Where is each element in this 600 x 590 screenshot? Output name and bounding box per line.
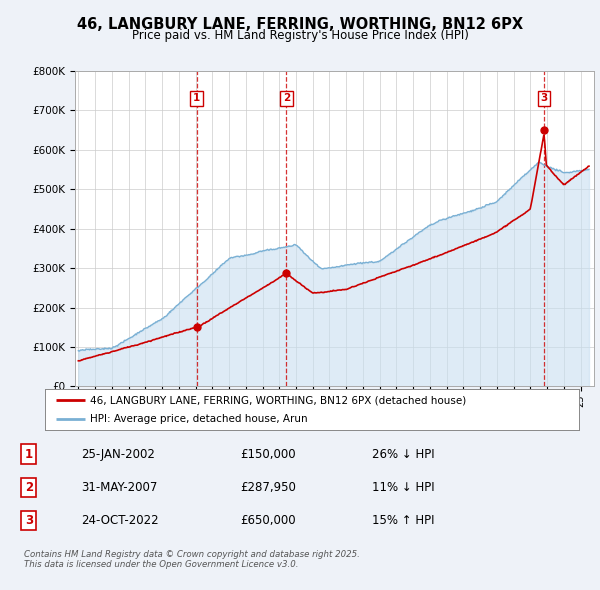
- Text: 1: 1: [193, 93, 200, 103]
- Text: 26% ↓ HPI: 26% ↓ HPI: [372, 448, 434, 461]
- Text: 25-JAN-2002: 25-JAN-2002: [81, 448, 155, 461]
- Text: HPI: Average price, detached house, Arun: HPI: Average price, detached house, Arun: [91, 415, 308, 424]
- Text: 1: 1: [25, 448, 33, 461]
- Text: 3: 3: [541, 93, 548, 103]
- Text: 15% ↑ HPI: 15% ↑ HPI: [372, 514, 434, 527]
- Text: Contains HM Land Registry data © Crown copyright and database right 2025.
This d: Contains HM Land Registry data © Crown c…: [24, 550, 360, 569]
- Text: 24-OCT-2022: 24-OCT-2022: [81, 514, 158, 527]
- Text: 3: 3: [25, 514, 33, 527]
- Text: £150,000: £150,000: [240, 448, 296, 461]
- Text: Price paid vs. HM Land Registry's House Price Index (HPI): Price paid vs. HM Land Registry's House …: [131, 30, 469, 42]
- Text: 2: 2: [283, 93, 290, 103]
- Text: 46, LANGBURY LANE, FERRING, WORTHING, BN12 6PX: 46, LANGBURY LANE, FERRING, WORTHING, BN…: [77, 17, 523, 31]
- Text: 11% ↓ HPI: 11% ↓ HPI: [372, 481, 434, 494]
- Text: 2: 2: [25, 481, 33, 494]
- Text: 31-MAY-2007: 31-MAY-2007: [81, 481, 157, 494]
- Text: 46, LANGBURY LANE, FERRING, WORTHING, BN12 6PX (detached house): 46, LANGBURY LANE, FERRING, WORTHING, BN…: [91, 395, 467, 405]
- Text: £287,950: £287,950: [240, 481, 296, 494]
- Text: £650,000: £650,000: [240, 514, 296, 527]
